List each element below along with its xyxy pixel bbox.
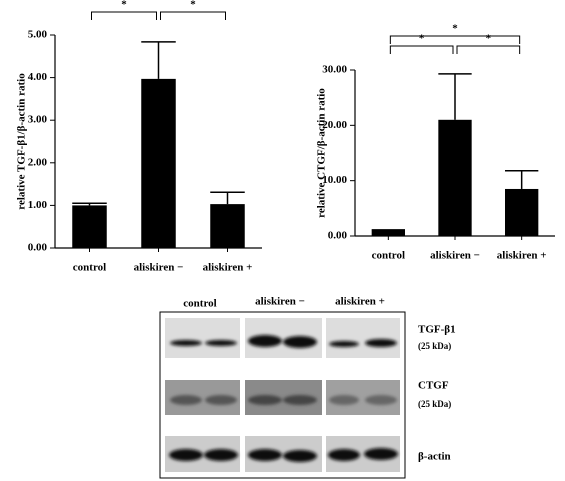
significance-bracket xyxy=(389,45,454,54)
y-axis-label: relative TGF-β1/β-actin ratio xyxy=(16,73,28,210)
significance-label: * xyxy=(419,33,425,45)
bar xyxy=(72,205,107,248)
bar xyxy=(505,188,539,236)
y-tick-label: 5.00 xyxy=(28,29,48,41)
bar xyxy=(210,204,245,248)
y-tick-label: 0.00 xyxy=(328,230,348,242)
significance-label: * xyxy=(452,23,458,35)
bar xyxy=(371,230,405,236)
bands xyxy=(169,335,398,462)
blot-column-label: control xyxy=(183,298,216,310)
x-tick-label: aliskiren + xyxy=(497,250,547,262)
x-tick-label: control xyxy=(73,262,106,274)
blot-row-label: β-actin xyxy=(418,451,451,463)
y-tick-label: 20.00 xyxy=(322,119,347,131)
y-tick-label: 10.00 xyxy=(322,174,347,186)
blot-row-size: (25 kDa) xyxy=(418,341,451,351)
y-tick-label: 0.00 xyxy=(28,242,48,254)
blot-row-label: TGF-β1 xyxy=(418,324,456,336)
x-tick-label: aliskiren − xyxy=(430,250,480,262)
bar xyxy=(141,78,176,249)
significance-label: * xyxy=(121,0,127,11)
y-tick-label: 4.00 xyxy=(28,71,48,83)
x-tick-label: control xyxy=(372,250,405,262)
y-tick-label: 30.00 xyxy=(322,64,347,76)
significance-bracket xyxy=(389,35,521,44)
x-tick-label: aliskiren + xyxy=(203,262,253,274)
significance-bracket xyxy=(91,11,157,20)
lane-panel xyxy=(326,318,400,358)
x-tick-label: aliskiren − xyxy=(134,262,184,274)
significance-bracket xyxy=(456,45,521,54)
western-blot: control aliskiren − aliskiren + TGF-β1 (… xyxy=(159,296,456,479)
blot-row-label: CTGF xyxy=(418,380,449,392)
blot-column-label: aliskiren + xyxy=(335,296,385,308)
blot-row-size: (25 kDa) xyxy=(418,399,451,409)
bar xyxy=(438,119,472,236)
y-tick-label: 2.00 xyxy=(28,156,48,168)
y-axis-label: relative CTGF/β-actin ratio xyxy=(316,88,328,218)
significance-label: * xyxy=(190,0,196,11)
significance-bracket xyxy=(160,11,226,20)
y-tick-label: 3.00 xyxy=(28,114,48,126)
y-tick-label: 1.00 xyxy=(28,199,48,211)
blot-column-label: aliskiren − xyxy=(255,296,305,308)
lane-panel xyxy=(165,318,240,358)
significance-label: * xyxy=(486,33,492,45)
